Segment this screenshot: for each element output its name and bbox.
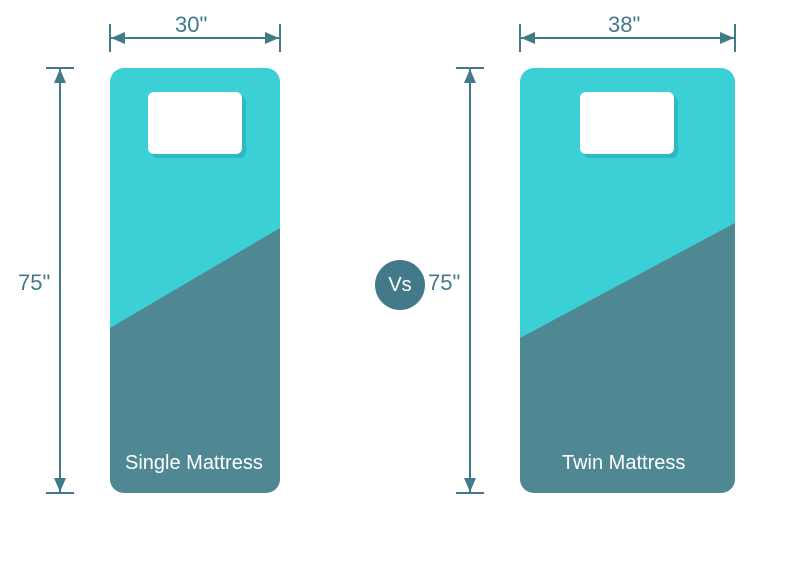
vs-badge: Vs: [375, 260, 425, 310]
infographic-canvas: 30" 75" Single Mattress 38": [0, 0, 800, 569]
arrow-right-icon: [265, 32, 279, 44]
height-label: 75": [18, 270, 50, 296]
height-label: 75": [428, 270, 460, 296]
mattress-name-label: Twin Mattress: [562, 452, 685, 475]
dim-tick: [734, 24, 736, 52]
width-label: 30": [175, 12, 207, 38]
pillow: [148, 92, 242, 154]
dim-tick: [279, 24, 281, 52]
mattress-name-label: Single Mattress: [125, 452, 263, 475]
dim-line: [59, 69, 61, 492]
pillow: [580, 92, 674, 154]
arrow-left-icon: [111, 32, 125, 44]
arrow-left-icon: [521, 32, 535, 44]
arrow-down-icon: [464, 478, 476, 492]
arrow-down-icon: [54, 478, 66, 492]
dim-tick: [46, 492, 74, 494]
dim-line: [469, 69, 471, 492]
vs-text: Vs: [388, 274, 411, 297]
arrow-right-icon: [720, 32, 734, 44]
arrow-up-icon: [54, 69, 66, 83]
width-label: 38": [608, 12, 640, 38]
arrow-up-icon: [464, 69, 476, 83]
dim-tick: [456, 492, 484, 494]
